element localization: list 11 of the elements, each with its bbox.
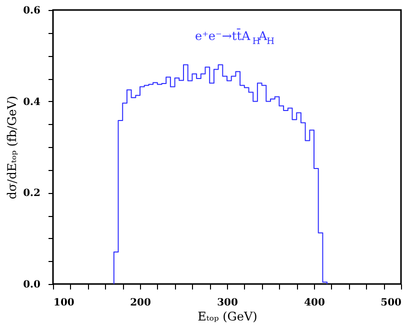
- x-tick-label: 300: [217, 298, 238, 308]
- x-axis-title: Eₜₒₚ (GeV): [198, 310, 258, 324]
- y-axis-title: dσ/dEₜₒₚ (fb/GeV): [5, 96, 20, 200]
- y-tick-label: 0.0: [23, 280, 41, 290]
- x-tick-label: 200: [130, 298, 151, 308]
- y-tick-label: 0.2: [23, 188, 41, 200]
- y-tick-label: 0.4: [23, 96, 41, 108]
- x-tick-label: 400: [304, 298, 325, 308]
- x-tick-label: 500: [380, 298, 402, 308]
- x-tick-label: 100: [54, 298, 74, 308]
- y-tick-label: 0.6: [23, 6, 41, 16]
